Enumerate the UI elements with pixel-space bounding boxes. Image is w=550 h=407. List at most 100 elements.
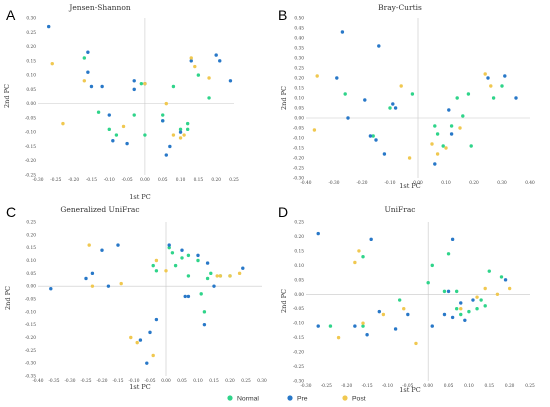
data-point-normal (151, 263, 155, 268)
data-point-normal (500, 84, 504, 88)
data-point-normal (107, 127, 111, 132)
data-point-pre (106, 284, 111, 288)
data-point-post (402, 307, 406, 311)
data-point-post (489, 84, 493, 88)
legend-marker-normal (227, 395, 233, 401)
data-point-post (458, 126, 462, 130)
data-point-normal (469, 144, 473, 148)
x-axis-title: 1st PC (129, 193, 151, 201)
x-tick-label: -0.25 (80, 379, 91, 384)
x-tick-label: 0.10 (464, 384, 474, 389)
data-point-post (315, 74, 319, 78)
chart-panel-d: D UniFrac -0.30 -0.25 -0.20 -0.15 -0.10 -0.05 0.… (278, 204, 535, 394)
data-point-normal (114, 133, 119, 137)
x-tick-label: 0.20 (469, 181, 479, 186)
x-tick-label: -0.25 (50, 178, 61, 183)
data-point-post (171, 133, 176, 137)
x-tick-label: 0.15 (209, 379, 219, 384)
data-point-pre (377, 309, 382, 314)
x-tick-label: 0.05 (444, 384, 454, 389)
data-point-pre (391, 102, 395, 106)
data-point-normal (199, 292, 203, 296)
y-tick-label: 0.00 (294, 117, 304, 122)
data-point-pre (346, 116, 350, 120)
data-point-normal (442, 289, 447, 294)
data-point-post (312, 128, 317, 132)
data-point-post (87, 243, 91, 247)
panel-title: Bray-Curtis (378, 3, 422, 12)
data-point-pre (442, 312, 447, 317)
data-point-normal (170, 251, 175, 255)
data-point-pre (335, 76, 339, 80)
data-point-pre (241, 266, 245, 270)
data-point-pre (183, 294, 187, 299)
y-axis-title: 2nd PC (3, 84, 11, 108)
data-point-normal (132, 113, 136, 117)
legend-marker-pre (287, 395, 293, 401)
data-point-post (407, 156, 412, 160)
y-tick-label: 0.40 (294, 37, 304, 42)
data-point-pre (138, 338, 143, 342)
data-point-post (414, 341, 418, 346)
data-point-pre (316, 231, 320, 236)
y-tick-label: 0.25 (26, 31, 36, 36)
x-tick-label: -0.20 (356, 181, 367, 186)
chart-panel-b: B Bray-Curtis-0.40 -0.30 -0.20 -0.10 0.00 0.10… (278, 3, 535, 190)
data-point-post (50, 61, 54, 66)
data-point-post (182, 133, 186, 137)
y-tick-label: -0.05 (25, 298, 36, 303)
data-point-pre (189, 59, 193, 63)
data-point-normal (178, 127, 183, 132)
x-axis-title: 1st PC (399, 182, 421, 190)
x-tick-label: 0.15 (484, 384, 494, 389)
chart-panel-a: A Jensen-Shannon-0.30 -0.25 -0.20 -0.15 -0.10… (3, 3, 239, 201)
x-tick-label: -0.20 (341, 384, 352, 389)
data-point-pre (100, 248, 104, 252)
x-tick-label: -0.10 (104, 178, 115, 183)
data-point-post (61, 121, 65, 126)
legend-label-post: Post (352, 396, 366, 403)
data-point-pre (218, 59, 222, 63)
data-point-normal (449, 124, 454, 128)
panel-letter: C (6, 204, 16, 220)
x-tick-label: 0.00 (423, 384, 433, 389)
legend-label-normal: Normal (237, 396, 259, 403)
y-tick-label: 0.00 (26, 285, 36, 290)
data-point-pre (340, 30, 345, 34)
data-point-normal (433, 124, 437, 128)
y-tick-label: 0.30 (294, 57, 304, 62)
x-tick-label: 0.20 (505, 384, 515, 389)
series-pre (335, 30, 518, 166)
y-tick-label: 0.10 (26, 259, 36, 264)
x-tick-label: 0.25 (229, 178, 239, 183)
data-point-post (483, 286, 487, 291)
y-tick-label: -0.05 (293, 307, 304, 312)
y-tick-label: 0.25 (294, 67, 304, 72)
data-point-pre (450, 237, 455, 242)
data-point-pre (178, 130, 183, 134)
series-pre (49, 243, 245, 365)
data-point-pre (433, 162, 437, 166)
data-point-pre (369, 237, 373, 242)
x-tick-label: -0.40 (32, 379, 43, 384)
data-point-pre (84, 276, 88, 281)
data-point-post (228, 274, 232, 278)
data-point-post (399, 84, 403, 88)
x-tick-label: -0.20 (96, 379, 107, 384)
data-point-post (237, 271, 242, 276)
y-tick-label: 0.15 (26, 246, 36, 251)
data-point-normal (459, 312, 463, 317)
y-tick-label: 0.20 (294, 235, 304, 240)
x-axis-title: 1st PC (129, 383, 151, 391)
x-tick-label: 0.30 (257, 379, 267, 384)
data-point-pre (377, 44, 381, 48)
x-tick-label: 0.10 (441, 181, 451, 186)
data-point-normal (343, 92, 347, 96)
data-point-post (143, 81, 147, 86)
x-tick-label: -0.20 (68, 178, 79, 183)
data-point-normal (173, 263, 178, 268)
y-tick-label: 0.25 (26, 221, 36, 226)
y-tick-label: 0.10 (26, 74, 36, 79)
data-point-pre (459, 301, 463, 305)
data-point-normal (388, 106, 392, 110)
